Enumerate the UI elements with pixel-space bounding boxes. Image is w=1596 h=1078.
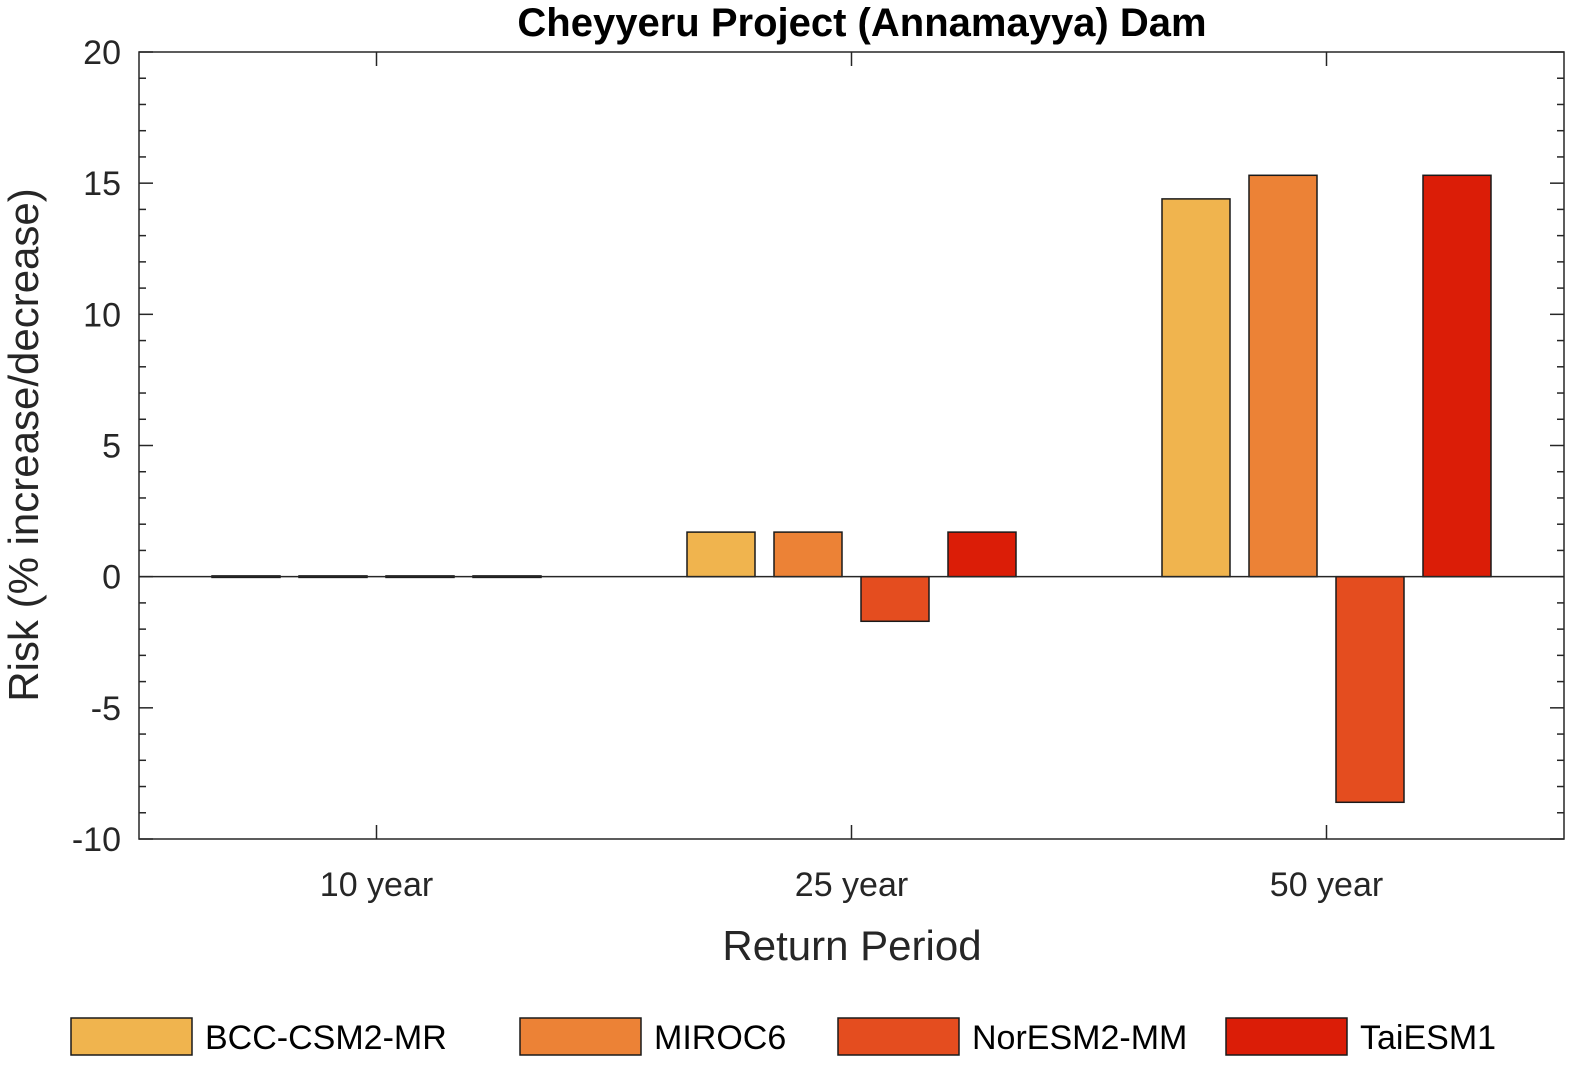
bar-bcc-csm2-mr-50-year: [1161, 198, 1231, 578]
bar-miroc6-25-year: [773, 531, 843, 578]
legend-label-bcc-csm2-mr: BCC-CSM2-MR: [205, 1019, 447, 1057]
bar-noresm2-mm-25-year: [860, 575, 930, 623]
legend-swatch-taiesm1: [1225, 1017, 1348, 1056]
legend-label-taiesm1: TaiESM1: [1360, 1019, 1496, 1057]
legend-swatch-miroc6: [519, 1017, 642, 1056]
bar-noresm2-mm-50-year: [1335, 575, 1405, 804]
bars-group: [211, 174, 1492, 804]
y-tick-label: 10: [83, 296, 121, 334]
legend-label-miroc6: MIROC6: [654, 1019, 786, 1057]
chart-title: Cheyyeru Project (Annamayya) Dam: [517, 1, 1206, 45]
bar-taiesm1-50-year: [1422, 174, 1492, 578]
x-tick-label: 50 year: [1270, 866, 1383, 904]
y-axis-label: Risk (% increase/decrease): [0, 188, 47, 702]
legend-swatch-bcc-csm2-mr: [70, 1017, 193, 1056]
y-tick-label: -10: [72, 821, 121, 859]
legend-swatch-noresm2-mm: [837, 1017, 960, 1056]
y-tick-label: 15: [83, 165, 121, 203]
x-axis: 10 year 25 year 50 year: [320, 52, 1383, 904]
y-tick-label: 0: [102, 559, 121, 597]
y-axis: -10 -5 0 5 10 15 20: [72, 34, 1564, 859]
x-tick-label: 25 year: [795, 866, 908, 904]
bar-miroc6-50-year: [1248, 174, 1318, 578]
legend-label-noresm2-mm: NorESM2-MM: [972, 1019, 1187, 1057]
legend: BCC-CSM2-MR MIROC6 NorESM2-MM TaiESM1: [70, 1017, 1496, 1057]
y-tick-label: -5: [91, 690, 121, 728]
y-tick-label: 5: [102, 428, 121, 466]
bar-bcc-csm2-mr-25-year: [686, 531, 756, 578]
bar-taiesm1-25-year: [947, 531, 1017, 578]
y-tick-label: 20: [83, 34, 121, 72]
x-tick-label: 10 year: [320, 866, 433, 904]
x-axis-label: Return Period: [722, 922, 981, 969]
